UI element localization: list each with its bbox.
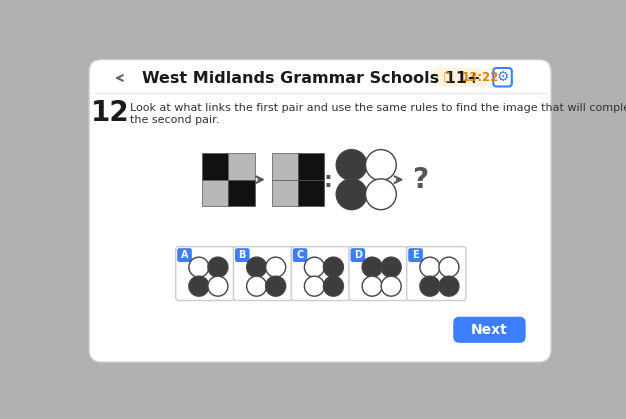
Circle shape [304, 257, 324, 277]
Text: :: : [323, 171, 332, 191]
FancyBboxPatch shape [293, 248, 307, 262]
Circle shape [208, 276, 228, 296]
Bar [228, 153, 255, 180]
FancyBboxPatch shape [349, 247, 408, 300]
Circle shape [247, 276, 267, 296]
Circle shape [324, 276, 344, 296]
Circle shape [324, 257, 344, 277]
Circle shape [439, 276, 459, 296]
Text: C: C [296, 250, 304, 260]
Circle shape [336, 150, 367, 181]
Bar [272, 180, 298, 206]
FancyBboxPatch shape [235, 248, 250, 262]
Text: 13:22: 13:22 [462, 71, 499, 84]
Text: D: D [354, 250, 362, 260]
Circle shape [362, 257, 382, 277]
Bar [298, 153, 324, 180]
Circle shape [366, 150, 396, 181]
Text: ⏱: ⏱ [443, 72, 449, 82]
Text: ?: ? [412, 166, 428, 194]
FancyBboxPatch shape [291, 247, 351, 300]
Text: B: B [239, 250, 246, 260]
Text: Look at what links the first pair and use the same rules to find the image that : Look at what links the first pair and us… [130, 103, 626, 113]
Text: E: E [413, 250, 419, 260]
Circle shape [362, 276, 382, 296]
Circle shape [336, 179, 367, 210]
Text: the second pair.: the second pair. [130, 115, 219, 125]
Circle shape [439, 257, 459, 277]
FancyBboxPatch shape [89, 59, 551, 362]
Circle shape [247, 257, 267, 277]
Circle shape [381, 276, 401, 296]
Circle shape [208, 257, 228, 277]
Circle shape [420, 257, 440, 277]
Circle shape [381, 257, 401, 277]
Bar [228, 180, 255, 206]
FancyBboxPatch shape [408, 248, 423, 262]
Circle shape [189, 257, 209, 277]
FancyBboxPatch shape [176, 247, 235, 300]
Circle shape [265, 276, 285, 296]
Circle shape [189, 276, 209, 296]
Text: West Midlands Grammar Schools 11+: West Midlands Grammar Schools 11+ [141, 70, 480, 85]
FancyBboxPatch shape [351, 248, 365, 262]
Circle shape [366, 179, 396, 210]
Bar [202, 180, 228, 206]
Text: Next: Next [471, 323, 508, 337]
Circle shape [420, 276, 440, 296]
FancyBboxPatch shape [233, 247, 293, 300]
Bar [202, 153, 228, 180]
FancyBboxPatch shape [177, 248, 192, 262]
Bar [298, 180, 324, 206]
Circle shape [265, 257, 285, 277]
Text: 12: 12 [91, 99, 130, 127]
FancyBboxPatch shape [433, 68, 487, 86]
Text: ⚙: ⚙ [496, 70, 509, 84]
FancyBboxPatch shape [493, 68, 512, 86]
Bar [272, 153, 298, 180]
FancyBboxPatch shape [453, 317, 526, 343]
Circle shape [304, 276, 324, 296]
FancyBboxPatch shape [407, 247, 466, 300]
Text: A: A [181, 250, 188, 260]
